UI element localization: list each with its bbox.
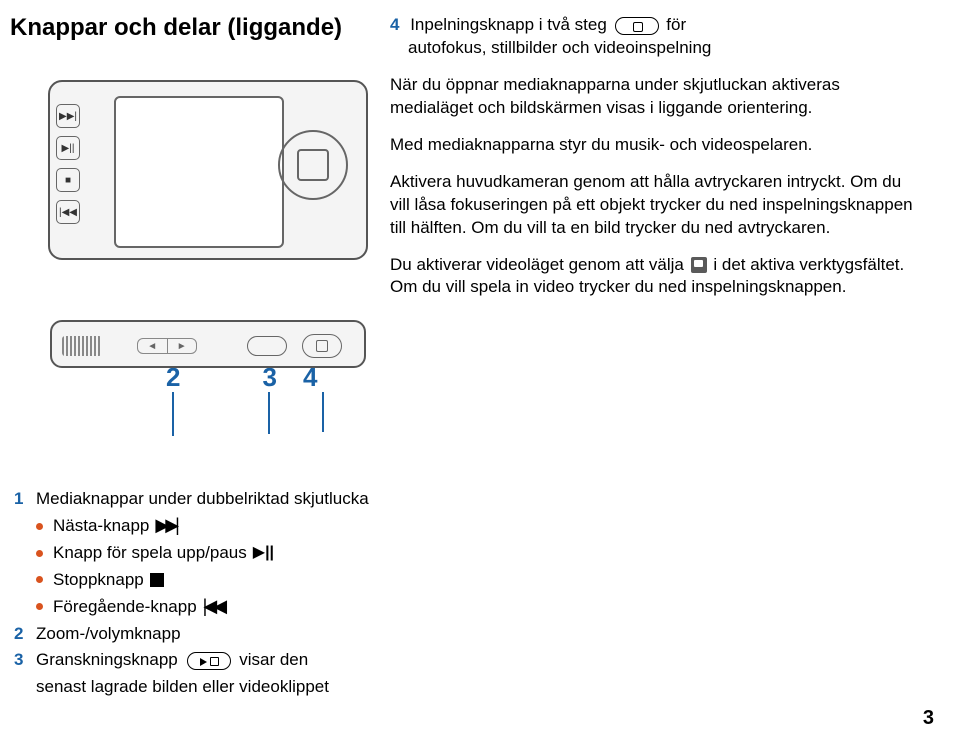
callout-line <box>268 392 270 434</box>
review-pill-icon <box>187 652 231 670</box>
legend-sub-prev: Föregående-knapp |◀◀ <box>36 593 714 621</box>
paragraph-2: Med mediaknapparna styr du musik- och vi… <box>390 134 920 157</box>
stop-icon <box>150 573 164 587</box>
bullet-icon <box>36 603 43 610</box>
video-mode-icon <box>691 257 707 273</box>
legend-row-2: 2 Zoom-/volymknapp <box>14 621 714 647</box>
speaker-grille-icon <box>62 336 102 356</box>
item-4-number: 4 <box>390 15 399 34</box>
stop-key-icon: ■ <box>56 168 80 192</box>
legend-sub1-text: Nästa-knapp <box>53 513 149 539</box>
legend-text-1: Mediaknappar under dubbelriktad skjutluc… <box>36 486 369 512</box>
description-column: 4 Inpelningsknapp i två steg för autofok… <box>390 14 920 313</box>
prev-icon: |◀◀ <box>203 593 223 621</box>
dpad-icon <box>278 130 348 200</box>
legend-row-3: 3 Granskningsknapp visar den senast lagr… <box>14 647 714 700</box>
item-4: 4 Inpelningsknapp i två steg för autofok… <box>390 14 920 60</box>
playpause-key-icon: ▶|| <box>56 136 80 160</box>
item-4-cont: autofokus, stillbilder och videoinspelni… <box>408 37 711 60</box>
paragraph-3: Aktivera huvudkameran genom att hålla av… <box>390 171 920 240</box>
media-keys-group: ▶▶| ▶|| ■ |◀◀ <box>56 104 86 232</box>
paragraph-1: När du öppnar mediaknapparna under skjut… <box>390 74 920 120</box>
prev-key-icon: |◀◀ <box>56 200 80 224</box>
playpause-icon: ▶|| <box>253 541 274 566</box>
legend-sub3-text: Stoppknapp <box>53 567 144 593</box>
legend-sub-next: Nästa-knapp ▶▶| <box>36 512 714 540</box>
phone-side-view: ◄► <box>50 320 366 368</box>
next-key-icon: ▶▶| <box>56 104 80 128</box>
legend-sub2-text: Knapp för spela upp/paus <box>53 540 247 566</box>
legend: 1 Mediaknappar under dubbelriktad skjutl… <box>14 486 714 700</box>
phone-illustration: 1 ▶▶| ▶|| ■ |◀◀ 2 3 4 ◄► <box>30 80 370 368</box>
legend-sub4-text: Föregående-knapp <box>53 594 197 620</box>
zoom-rocker-icon: ◄► <box>137 338 197 354</box>
phone-screen <box>114 96 284 248</box>
bullet-icon <box>36 550 43 557</box>
bullet-icon <box>36 576 43 583</box>
callout-line <box>172 392 174 436</box>
legend-num-2: 2 <box>14 621 36 647</box>
legend-num-1: 1 <box>14 486 36 512</box>
page-title: Knappar och delar (liggande) <box>10 14 342 42</box>
item-4-text-a: Inpelningsknapp i två steg <box>410 15 607 34</box>
capture-button-icon <box>302 334 342 358</box>
phone-front-view: ▶▶| ▶|| ■ |◀◀ <box>48 80 368 260</box>
legend-text-3a: Granskningsknapp <box>36 650 178 669</box>
paragraph-4: Du aktiverar videoläget genom att välja … <box>390 254 920 300</box>
page-number: 3 <box>923 707 934 730</box>
review-button-icon <box>247 336 287 356</box>
legend-text-2: Zoom-/volymknapp <box>36 621 181 647</box>
item-4-text-b: för <box>666 15 686 34</box>
callout-line <box>322 392 324 432</box>
next-icon: ▶▶| <box>155 512 175 540</box>
legend-num-3: 3 <box>14 647 36 700</box>
legend-sub-stop: Stoppknapp <box>36 567 714 593</box>
capture-button-pill-icon <box>615 17 659 35</box>
legend-text-3c: senast lagrade bilden eller videoklippet <box>36 677 329 696</box>
legend-sub-playpause: Knapp för spela upp/paus ▶|| <box>36 540 714 566</box>
paragraph-4a: Du aktiverar videoläget genom att välja <box>390 255 684 274</box>
legend-text-3b: visar den <box>239 650 308 669</box>
legend-row-1: 1 Mediaknappar under dubbelriktad skjutl… <box>14 486 714 512</box>
bullet-icon <box>36 523 43 530</box>
